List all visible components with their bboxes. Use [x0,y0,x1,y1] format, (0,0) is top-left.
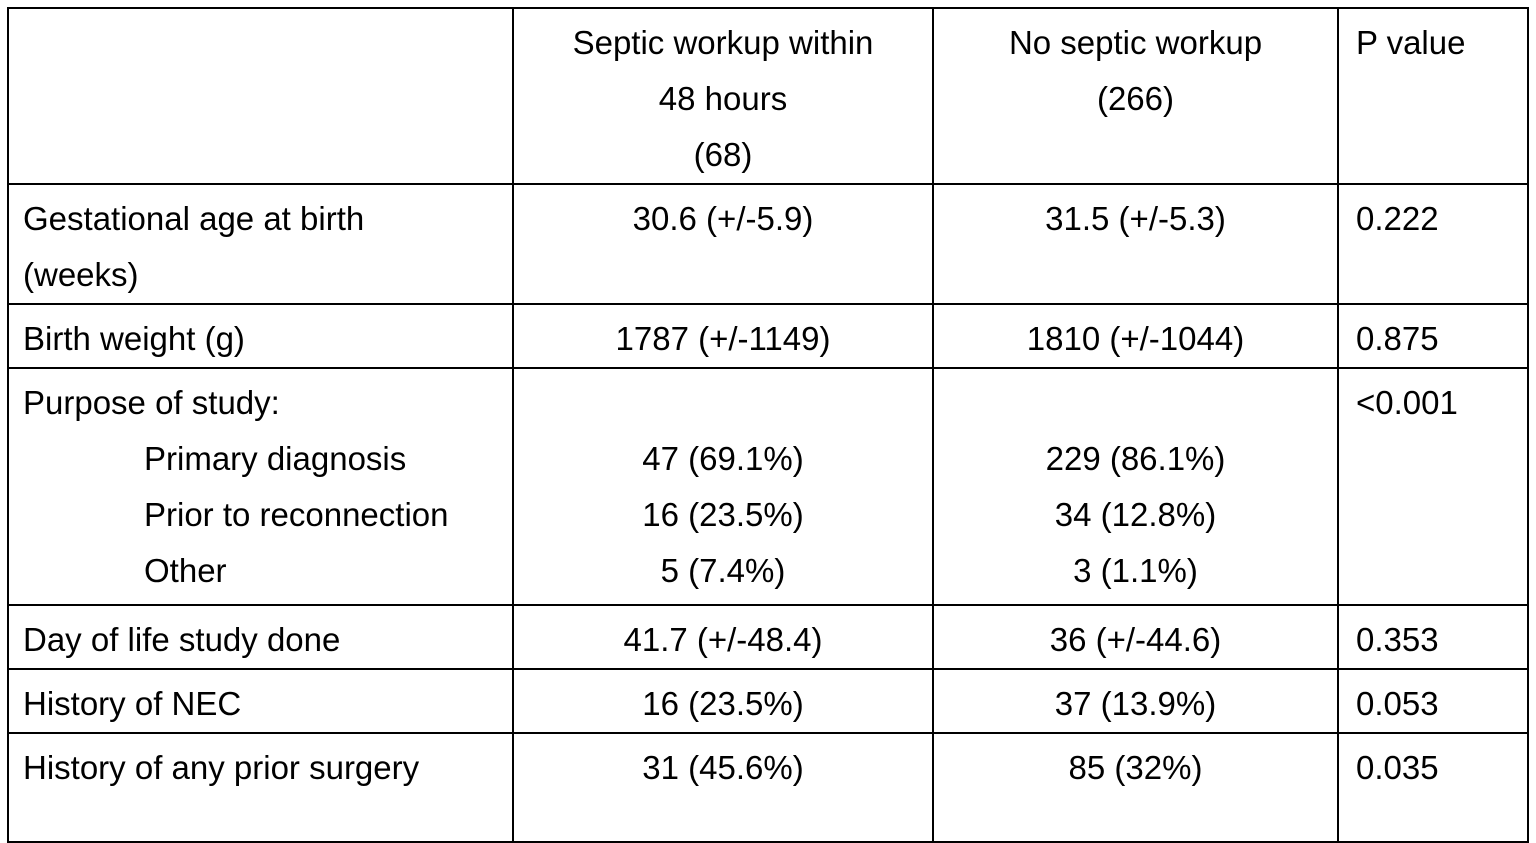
row-label-line: (weeks) [23,256,139,293]
row-label-birth-weight: Birth weight (g) [7,303,514,369]
header-septic-line-3: (68) [693,136,753,173]
cell-p-value: 0.053 [1337,668,1529,734]
cell-no-septic: 36 (+/-44.6) [932,604,1339,670]
cell-p-value: 0.875 [1337,303,1529,369]
table-row: Birth weight (g) 1787 (+/-1149) 1810 (+/… [7,303,1529,369]
table-row: Purpose of study: Primary diagnosis Prio… [7,367,1529,606]
cell-p-value: 0.222 [1337,183,1529,305]
row-label-history-of-nec: History of NEC [7,668,514,734]
cell-no-septic: 37 (13.9%) [932,668,1339,734]
subrow-no-septic-value: 34 (12.8%) [1054,496,1217,533]
table-row: Gestational age at birth (weeks) 30.6 (+… [7,183,1529,305]
header-septic-workup: Septic workup within 48 hours (68) [512,7,934,185]
header-empty-cell [7,7,514,185]
header-septic-line-2: 48 hours [658,80,788,117]
cell-no-septic: 31.5 (+/-5.3) [932,183,1339,305]
subrow-no-septic-value: 3 (1.1%) [1073,552,1198,589]
row-label-gestational-age: Gestational age at birth (weeks) [7,183,514,305]
row-label-line: Purpose of study: [23,384,280,421]
row-label-purpose-of-study: Purpose of study: Primary diagnosis Prio… [7,367,514,606]
row-label-history-of-surgery: History of any prior surgery [7,732,514,843]
subrow-septic-value: 47 (69.1%) [642,440,804,477]
table-row: History of any prior surgery 31 (45.6%) … [7,732,1529,843]
cell-p-value: <0.001 [1337,367,1529,606]
header-p-value: P value [1337,7,1529,185]
header-row: Septic workup within 48 hours (68) No se… [7,7,1529,185]
blank-line [934,375,1337,431]
header-septic-line-1: Septic workup within [572,24,874,61]
cell-p-value: 0.353 [1337,604,1529,670]
cell-no-septic: 1810 (+/-1044) [932,303,1339,369]
data-table: Septic workup within 48 hours (68) No se… [7,7,1529,843]
subrow-label-other: Other [144,552,227,589]
header-no-septic-line-2: (266) [1096,80,1175,117]
subrow-label-primary-diagnosis: Primary diagnosis [144,440,407,477]
subrow-no-septic-value: 229 (86.1%) [1045,440,1226,477]
cell-septic: 41.7 (+/-48.4) [512,604,934,670]
subrow-septic-value: 16 (23.5%) [642,496,804,533]
table-row: History of NEC 16 (23.5%) 37 (13.9%) 0.0… [7,668,1529,734]
cell-septic: 47 (69.1%) 16 (23.5%) 5 (7.4%) [512,367,934,606]
cell-septic: 31 (45.6%) [512,732,934,843]
table-row: Day of life study done 41.7 (+/-48.4) 36… [7,604,1529,670]
header-no-septic-workup: No septic workup (266) [932,7,1339,185]
header-no-septic-line-1: No septic workup [1008,24,1263,61]
subrow-label-prior-to-reconnection: Prior to reconnection [144,496,449,533]
cell-no-septic: 85 (32%) [932,732,1339,843]
subrow-septic-value: 5 (7.4%) [660,552,786,589]
cell-no-septic: 229 (86.1%) 34 (12.8%) 3 (1.1%) [932,367,1339,606]
cell-p-value: 0.035 [1337,732,1529,843]
row-label-line: Gestational age at birth [23,200,365,237]
cell-septic: 1787 (+/-1149) [512,303,934,369]
row-label-day-of-life: Day of life study done [7,604,514,670]
cell-septic: 30.6 (+/-5.9) [512,183,934,305]
cell-septic: 16 (23.5%) [512,668,934,734]
blank-line [514,375,932,431]
